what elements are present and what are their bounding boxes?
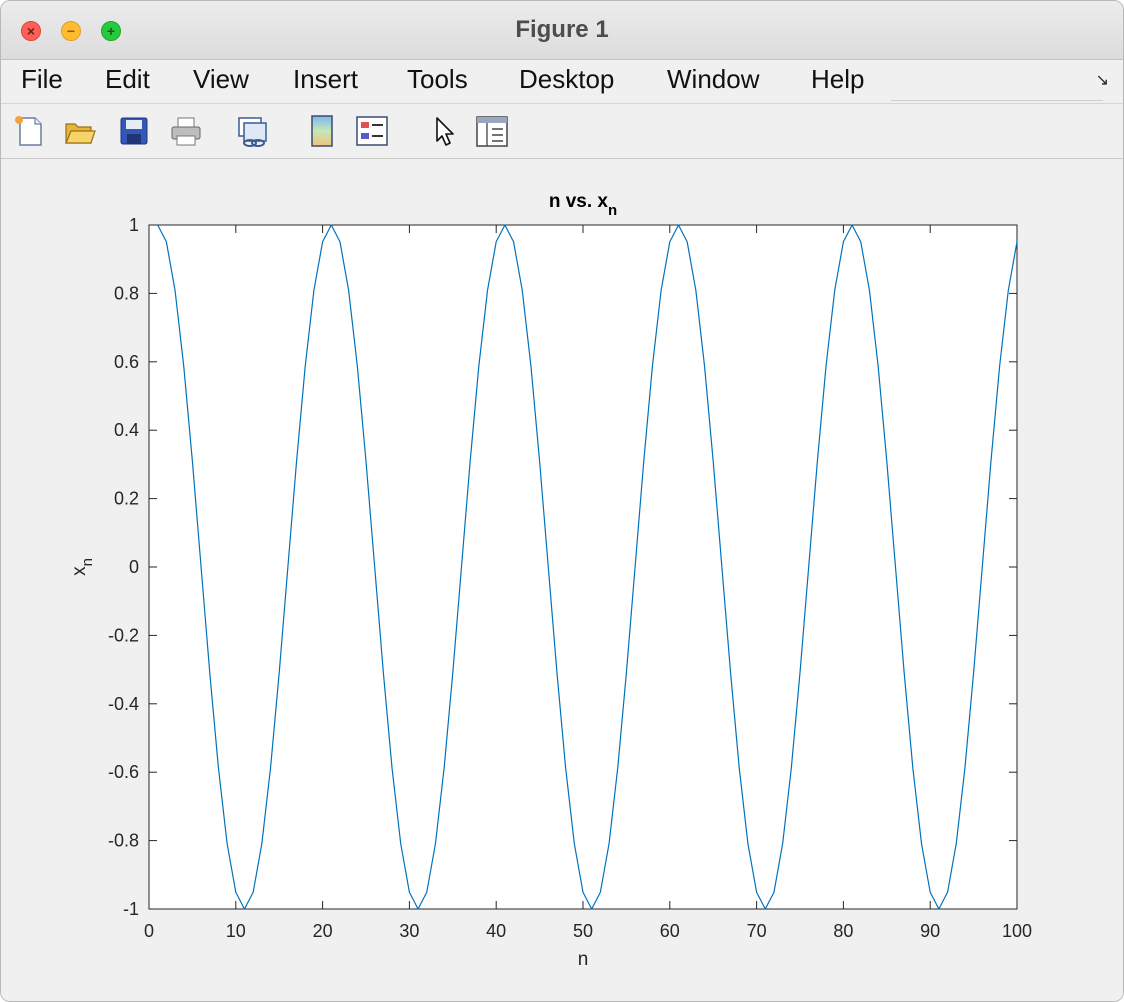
y-tick-label: -1 [123, 899, 139, 919]
title-bar[interactable]: × − + Figure 1 [1, 1, 1123, 60]
y-tick-label: -0.4 [108, 694, 139, 714]
y-tick-label: -0.8 [108, 831, 139, 851]
x-tick-label: 60 [660, 921, 680, 941]
chart-title: n vs. xn [549, 191, 617, 219]
x-tick-label: 90 [920, 921, 940, 941]
y-axis-label: xn [69, 558, 96, 576]
y-tick-label: 0.6 [114, 352, 139, 372]
save-icon[interactable] [117, 114, 151, 148]
y-tick-label: 0 [129, 557, 139, 577]
zoom-button[interactable]: + [101, 21, 121, 41]
menu-view[interactable]: View [193, 64, 249, 94]
insert-legend-icon[interactable] [355, 114, 389, 148]
close-button[interactable]: × [21, 21, 41, 41]
series-line [157, 224, 1018, 910]
x-tick-label: 10 [226, 921, 246, 941]
y-tick-label: -0.6 [108, 762, 139, 782]
menu-insert[interactable]: Insert [293, 64, 359, 94]
figure-toolbar [1, 103, 1123, 159]
print-icon[interactable] [169, 114, 203, 148]
y-tick-label: 0.2 [114, 489, 139, 509]
property-inspector-icon[interactable] [475, 114, 509, 148]
y-tick-label: 0.8 [114, 283, 139, 303]
y-tick-label: 0.4 [114, 420, 139, 440]
window-title: Figure 1 [515, 16, 609, 43]
y-tick-label: -0.2 [108, 625, 139, 645]
x-tick-label: 0 [144, 921, 154, 941]
menu-window[interactable]: Window [667, 64, 760, 94]
figure-canvas[interactable]: 0 10 20 30 40 50 60 70 80 90 100 -1 -0.8 -0.6 -0.4 -0.2… [1, 159, 1123, 1001]
new-figure-icon[interactable] [13, 114, 47, 148]
x-tick-label: 20 [313, 921, 333, 941]
link-plot-icon[interactable] [235, 114, 269, 148]
open-file-icon[interactable] [63, 114, 97, 148]
axes-box [148, 224, 1018, 910]
x-tick-label: 80 [833, 921, 853, 941]
x-tick-label: 70 [747, 921, 767, 941]
menubar-divider [891, 100, 1103, 101]
menu-edit[interactable]: Edit [105, 64, 150, 94]
edit-plot-icon[interactable] [429, 114, 463, 148]
menu-file[interactable]: File [21, 64, 63, 94]
menu-tools[interactable]: Tools [407, 64, 468, 94]
minimize-button[interactable]: − [61, 21, 81, 41]
insert-colorbar-icon[interactable] [305, 114, 339, 148]
menu-bar: File Edit View Insert Tools Desktop Wind… [1, 60, 1123, 102]
x-axis-label: n [578, 949, 589, 970]
menu-help[interactable]: Help [811, 64, 865, 94]
dock-arrow-icon[interactable]: ↘ [1095, 72, 1109, 89]
menu-desktop[interactable]: Desktop [519, 64, 615, 94]
x-tick-label: 40 [486, 921, 506, 941]
y-tick-label: 1 [129, 215, 139, 235]
x-tick-label: 100 [1002, 921, 1032, 941]
x-tick-label: 50 [573, 921, 593, 941]
plot-svg[interactable]: 0 10 20 30 40 50 60 70 80 90 100-1-0.8-0.6-0.4-0.2… [1, 159, 1123, 1001]
x-tick-label: 30 [399, 921, 419, 941]
